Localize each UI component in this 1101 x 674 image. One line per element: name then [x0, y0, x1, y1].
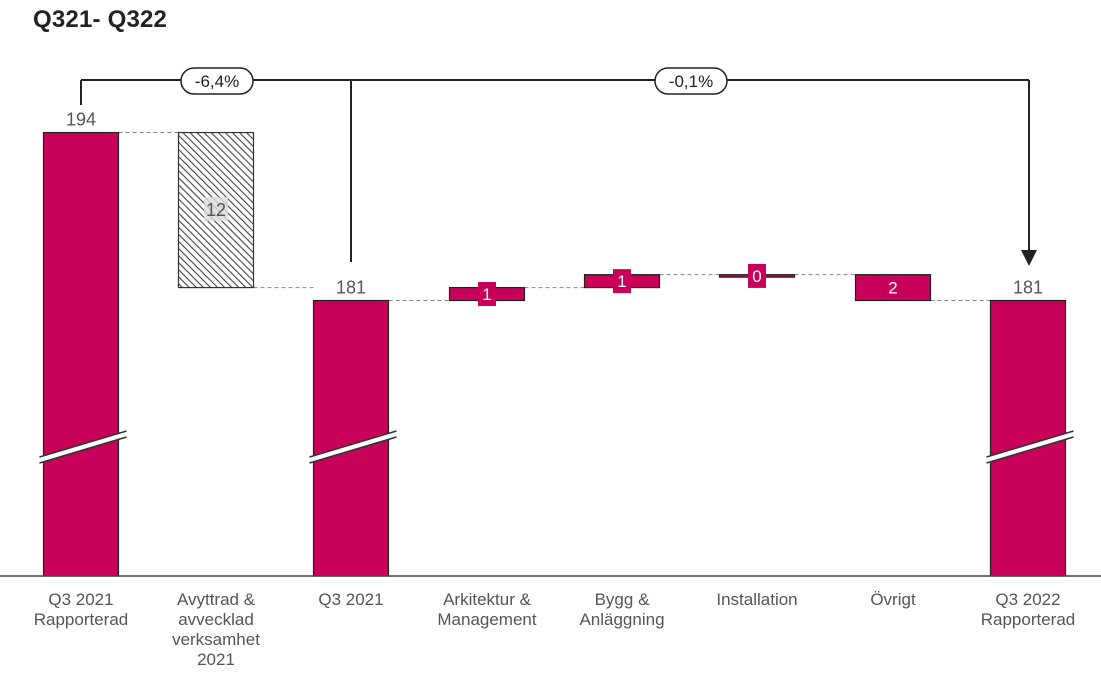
- bar-0: [42, 131, 120, 577]
- category-label-line: Q3 2021: [48, 590, 113, 609]
- category-label-line: Anläggning: [579, 610, 664, 629]
- axis-break-line-a-7: [986, 430, 1074, 458]
- value-label-4: 1: [617, 272, 626, 291]
- axis-break-0: [39, 431, 127, 463]
- value-label-0: 194: [66, 110, 96, 130]
- category-label-7: Q3 2022 Rapporterad: [981, 590, 1076, 629]
- category-label-line: 2021: [197, 650, 235, 669]
- chart-title: Q321- Q322: [33, 6, 168, 33]
- pill-left-label: -6,4%: [195, 72, 239, 91]
- value-label-bg-3: [478, 282, 496, 307]
- category-label-6: Övrigt: [870, 590, 916, 609]
- arrow-head-icon: [1021, 250, 1037, 266]
- value-label-5: 0: [752, 267, 761, 286]
- value-label-bg-4: [613, 269, 631, 294]
- value-labels: 194 12 181 1 1 0 2 181: [66, 110, 1043, 307]
- category-label-line: verksamhet: [172, 630, 260, 649]
- category-label-line: Rapporterad: [981, 610, 1076, 629]
- category-label-3: Arkitektur & Management: [437, 590, 537, 629]
- value-label-bg-1: [204, 197, 228, 222]
- category-label-line: avvecklad: [178, 610, 254, 629]
- pill-right-bg: [654, 67, 728, 95]
- category-label-line: Q3 2021: [318, 590, 383, 609]
- value-label-2: 181: [336, 278, 366, 298]
- connector-lines: [118, 132, 991, 301]
- category-label-1: Avyttrad & avvecklad verksamhet 2021: [172, 590, 260, 669]
- value-label-3: 1: [482, 285, 491, 304]
- category-label-2: Q3 2021: [318, 590, 383, 609]
- pill-left-bg: [180, 67, 254, 95]
- axis-break-line-a-2: [309, 430, 397, 458]
- category-label-line: Arkitektur &: [443, 590, 532, 609]
- value-label-bg-5: [748, 263, 766, 288]
- value-label-1: 12: [206, 200, 226, 220]
- bar-group: [39, 131, 1074, 577]
- pill-right-label: -0,1%: [669, 72, 713, 91]
- axis-break-7: [986, 431, 1074, 463]
- value-label-7: 181: [1013, 278, 1043, 298]
- category-label-line: Bygg &: [595, 590, 650, 609]
- category-label-line: Övrigt: [870, 590, 916, 609]
- axis-break-line-b-2: [309, 436, 397, 464]
- category-label-line: Installation: [716, 590, 797, 609]
- category-label-4: Bygg & Anläggning: [579, 590, 664, 629]
- axis-break-line-b-7: [986, 436, 1074, 464]
- pill-right: -0,1%: [654, 67, 728, 95]
- axis-break-line-a-0: [39, 430, 127, 458]
- bar-6: [854, 274, 932, 302]
- pill-left: -6,4%: [180, 67, 254, 95]
- axis-break-2: [309, 431, 397, 463]
- category-label-line: Q3 2022: [995, 590, 1060, 609]
- category-label-0: Q3 2021 Rapporterad: [34, 590, 129, 629]
- value-label-6: 2: [888, 279, 897, 298]
- category-label-5: Installation: [716, 590, 797, 609]
- axis-break-line-b-0: [39, 436, 127, 464]
- category-label-line: Management: [437, 610, 537, 629]
- category-label-line: Rapporterad: [34, 610, 129, 629]
- category-label-line: Avyttrad &: [177, 590, 256, 609]
